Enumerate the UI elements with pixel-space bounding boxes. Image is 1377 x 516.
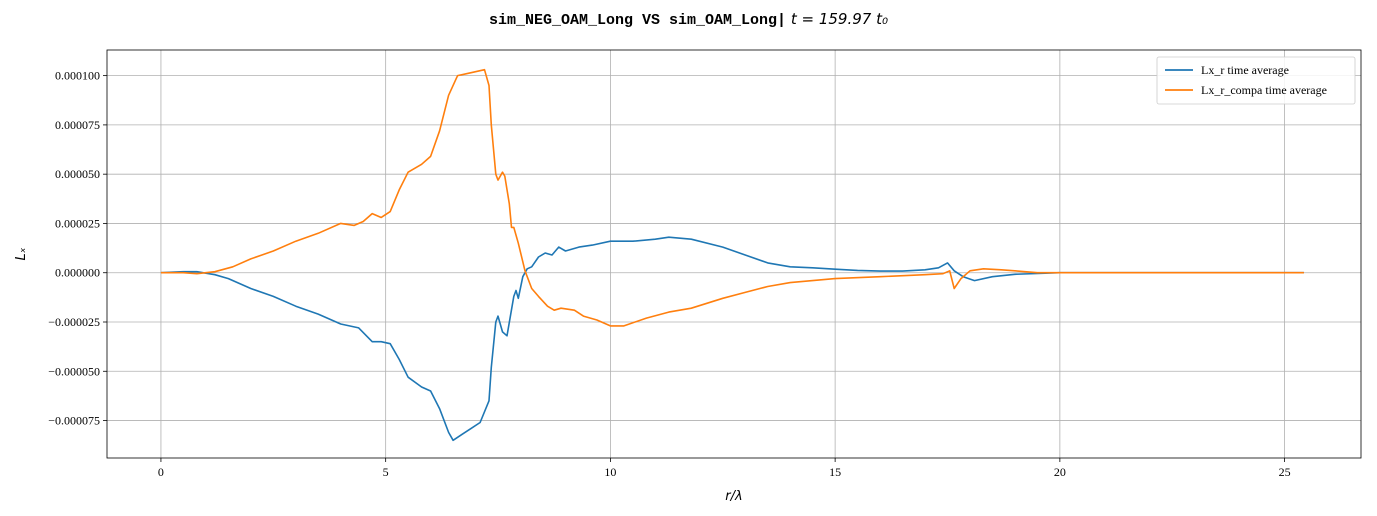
legend-box	[1156, 56, 1356, 105]
y-tick-label: 0.000075	[55, 118, 100, 132]
y-tick-label: −0.000050	[48, 364, 100, 378]
plot-frame	[106, 49, 1362, 459]
chart-title-prefix: sim_NEG_OAM_Long VS sim_OAM_Long|	[489, 12, 787, 29]
x-tick-label: 15	[829, 465, 841, 479]
chart-title: sim_NEG_OAM_Long VS sim_OAM_Long| t = 15…	[0, 10, 1377, 29]
y-tick-label: 0.000025	[55, 216, 100, 230]
y-axis-label: Lₓ	[14, 247, 29, 260]
y-tick-label: −0.000075	[48, 414, 100, 428]
legend-label-1: Lx_r time average	[1201, 63, 1289, 77]
series-line-2	[160, 68, 1304, 327]
series-line-1	[160, 236, 1304, 442]
y-tick-label: 0.000000	[55, 266, 100, 280]
grid	[107, 50, 1361, 458]
x-tick-label: 20	[1054, 465, 1066, 479]
x-tick-label: 5	[383, 465, 389, 479]
legend: Lx_r time average Lx_r_compa time average	[1156, 56, 1356, 105]
series-group	[160, 68, 1304, 442]
x-tick-label: 25	[1279, 465, 1291, 479]
x-tick-label: 0	[158, 465, 164, 479]
y-tick-label: 0.000050	[55, 167, 100, 181]
y-tick-label: 0.000100	[55, 69, 100, 83]
chart-title-time: t = 159.97 t₀	[790, 10, 888, 28]
x-tick-label: 10	[604, 465, 616, 479]
x-axis-label: r/λ	[725, 489, 742, 504]
y-tick-label: −0.000025	[48, 315, 100, 329]
legend-label-2: Lx_r_compa time average	[1201, 83, 1327, 97]
